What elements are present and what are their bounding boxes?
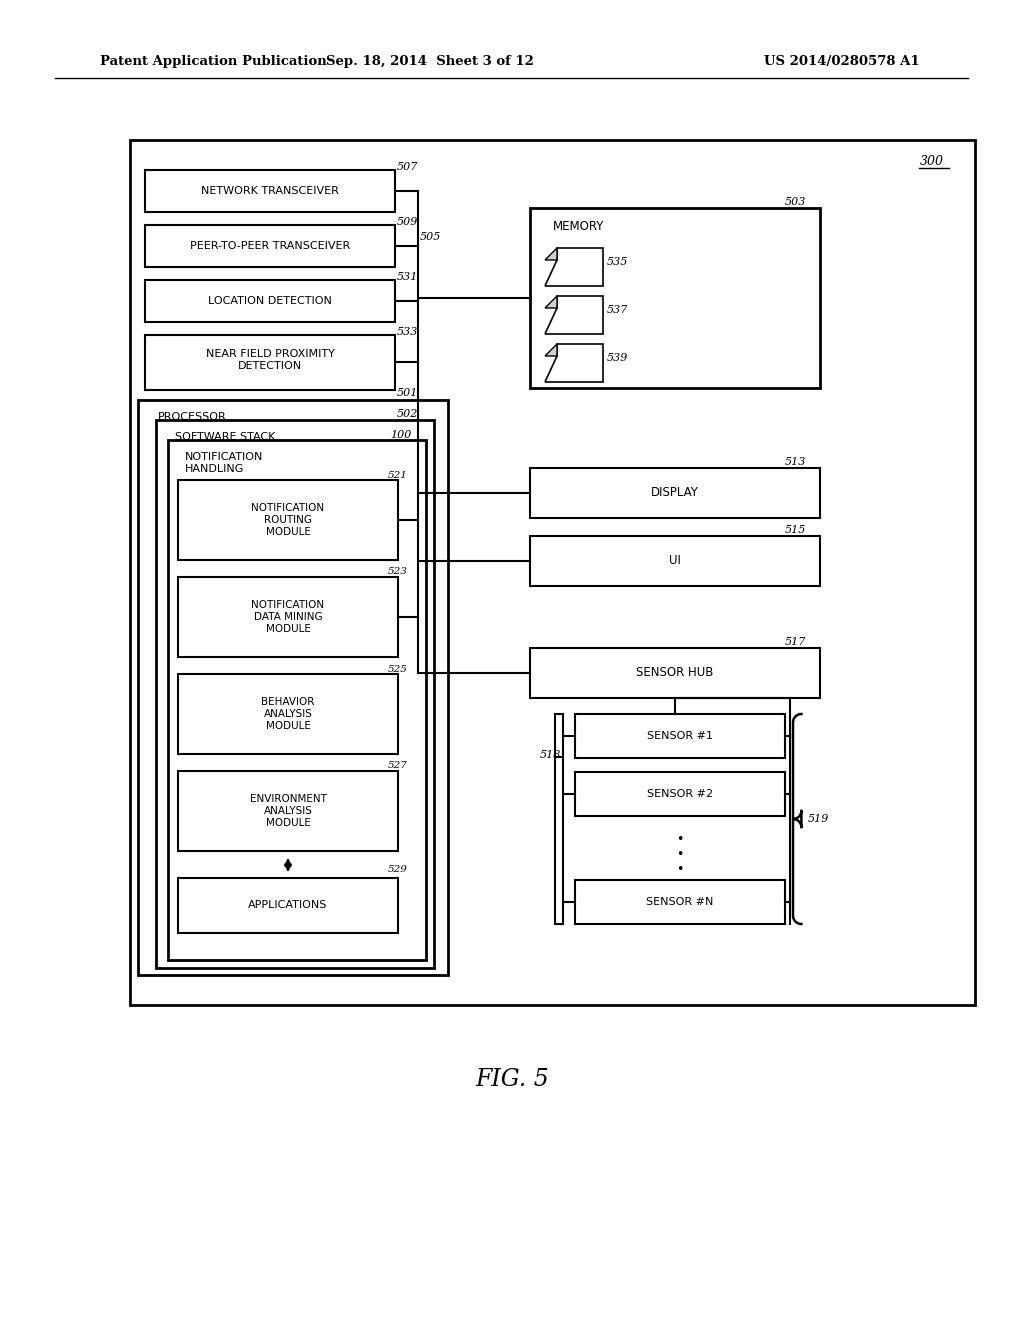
Bar: [530, 648, 820, 698]
Text: PROCESSOR: PROCESSOR: [158, 412, 226, 422]
Text: 515: 515: [785, 525, 806, 535]
Bar: [530, 536, 820, 586]
Text: 531: 531: [397, 272, 419, 282]
Text: 537: 537: [607, 305, 629, 315]
Text: 519: 519: [808, 814, 829, 824]
Text: MEMORY: MEMORY: [553, 220, 604, 234]
Text: 523: 523: [388, 568, 408, 577]
Polygon shape: [545, 248, 603, 286]
Polygon shape: [545, 345, 603, 381]
Polygon shape: [545, 296, 603, 334]
Text: SENSOR HUB: SENSOR HUB: [636, 667, 714, 680]
Text: NOTIFICATION
HANDLING: NOTIFICATION HANDLING: [185, 451, 263, 474]
Text: 503: 503: [785, 197, 806, 207]
Text: DISPLAY: DISPLAY: [651, 487, 699, 499]
Bar: [178, 878, 398, 933]
Text: 509: 509: [397, 216, 419, 227]
Text: Patent Application Publication: Patent Application Publication: [100, 55, 327, 69]
Text: 525: 525: [388, 664, 408, 673]
Text: NOTIFICATION
ROUTING
MODULE: NOTIFICATION ROUTING MODULE: [252, 503, 325, 537]
Text: NETWORK TRANSCEIVER: NETWORK TRANSCEIVER: [201, 186, 339, 195]
Polygon shape: [545, 345, 557, 356]
Text: Sep. 18, 2014  Sheet 3 of 12: Sep. 18, 2014 Sheet 3 of 12: [326, 55, 534, 69]
Text: 507: 507: [397, 162, 419, 172]
Text: 100: 100: [390, 430, 412, 440]
Text: ENVIRONMENT
ANALYSIS
MODULE: ENVIRONMENT ANALYSIS MODULE: [250, 795, 327, 828]
Text: SOFTWARE STACK: SOFTWARE STACK: [175, 432, 275, 442]
Bar: [178, 771, 398, 851]
Text: 300: 300: [920, 154, 944, 168]
Text: LOCATION DETECTION: LOCATION DETECTION: [208, 296, 332, 306]
Bar: [575, 714, 785, 758]
Text: UI: UI: [669, 554, 681, 568]
Bar: [138, 400, 449, 975]
Polygon shape: [545, 296, 557, 308]
Bar: [575, 880, 785, 924]
Text: 502: 502: [397, 409, 419, 418]
Text: BEHAVIOR
ANALYSIS
MODULE: BEHAVIOR ANALYSIS MODULE: [261, 697, 314, 730]
Text: SENSOR #1: SENSOR #1: [647, 731, 713, 741]
Bar: [130, 140, 975, 1005]
Text: NOTIFICATION
DATA MINING
MODULE: NOTIFICATION DATA MINING MODULE: [252, 601, 325, 634]
Bar: [145, 280, 395, 322]
Text: SENSOR #2: SENSOR #2: [647, 789, 713, 799]
Text: US 2014/0280578 A1: US 2014/0280578 A1: [764, 55, 920, 69]
Text: 517: 517: [785, 638, 806, 647]
Text: 529: 529: [388, 866, 408, 874]
Polygon shape: [545, 248, 557, 260]
Bar: [575, 772, 785, 816]
Text: 513: 513: [785, 457, 806, 467]
Text: 521: 521: [388, 470, 408, 479]
Text: 501: 501: [397, 388, 419, 399]
Text: 539: 539: [607, 352, 629, 363]
Bar: [145, 224, 395, 267]
Text: 535: 535: [607, 257, 629, 267]
Text: 505: 505: [420, 232, 441, 242]
Bar: [156, 420, 434, 968]
Text: 518: 518: [540, 750, 561, 760]
Text: •
•
•: • • •: [676, 833, 684, 876]
Text: APPLICATIONS: APPLICATIONS: [248, 900, 328, 909]
Text: SENSOR #N: SENSOR #N: [646, 898, 714, 907]
Bar: [168, 440, 426, 960]
Text: PEER-TO-PEER TRANSCEIVER: PEER-TO-PEER TRANSCEIVER: [189, 242, 350, 251]
Text: 527: 527: [388, 762, 408, 771]
Text: NEAR FIELD PROXIMITY
DETECTION: NEAR FIELD PROXIMITY DETECTION: [206, 350, 335, 371]
Bar: [145, 335, 395, 389]
Text: 533: 533: [397, 327, 419, 337]
Bar: [145, 170, 395, 213]
Bar: [530, 469, 820, 517]
Bar: [178, 577, 398, 657]
Bar: [178, 480, 398, 560]
Text: FIG. 5: FIG. 5: [475, 1068, 549, 1092]
Bar: [178, 675, 398, 754]
Bar: [530, 209, 820, 388]
